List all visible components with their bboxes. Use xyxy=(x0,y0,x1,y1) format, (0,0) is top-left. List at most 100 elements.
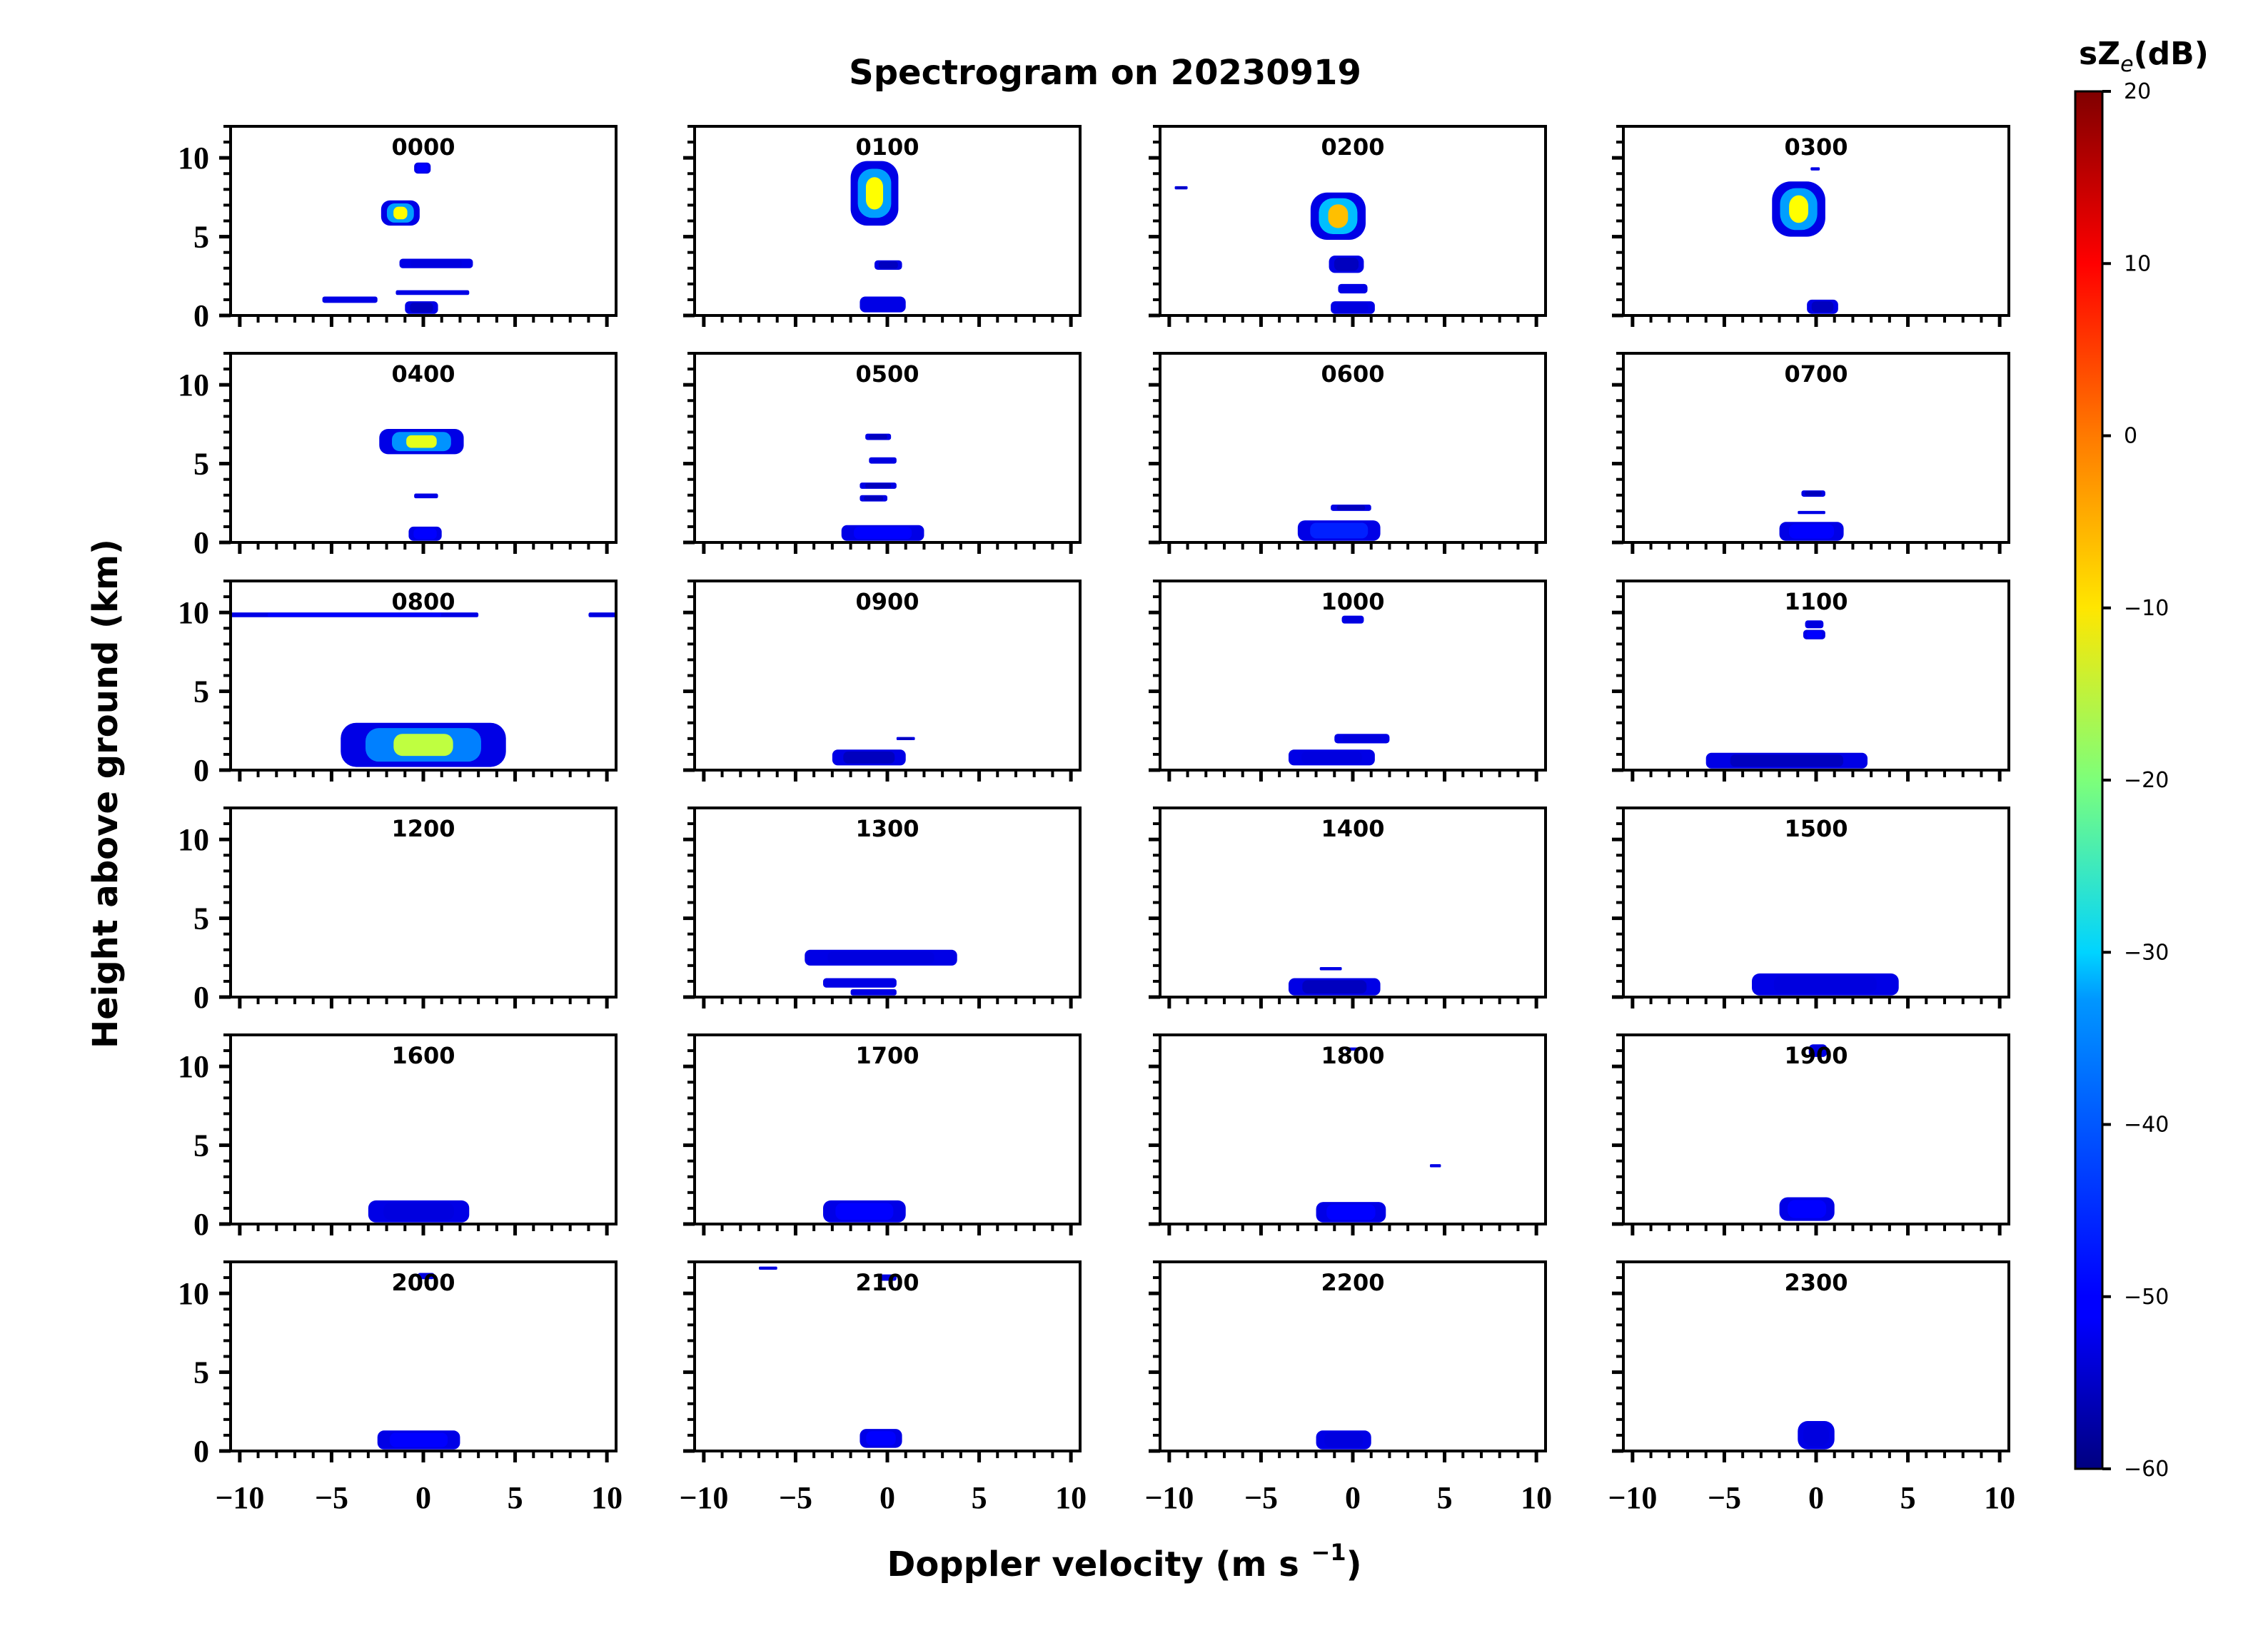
y-tick-label: 10 xyxy=(178,1276,209,1311)
panel-time-label: 0500 xyxy=(855,360,919,388)
echo-mid xyxy=(878,261,898,269)
panel-echoes xyxy=(823,1200,906,1223)
panel-time-label: 0000 xyxy=(391,133,455,161)
echo-mid xyxy=(882,1275,894,1280)
panel-time-label: 0700 xyxy=(1784,360,1848,388)
echo-mid xyxy=(1336,505,1366,510)
echo-mid xyxy=(1803,1424,1829,1447)
panel-background xyxy=(231,126,616,315)
echo xyxy=(322,296,378,303)
echo-mid xyxy=(1773,976,1877,994)
y-tick-label: 5 xyxy=(193,901,209,936)
panel-echoes xyxy=(1752,973,1899,996)
x-tick-label: 10 xyxy=(1984,1480,2015,1515)
panel-echoes xyxy=(841,433,924,541)
panel-echoes xyxy=(377,1273,460,1450)
panel-echoes xyxy=(1289,967,1381,996)
panel-0800: 0800 0 5 10 xyxy=(178,580,618,788)
echo-mid xyxy=(869,434,887,440)
panel-echoes xyxy=(1316,1047,1441,1223)
panel-time-label: 0900 xyxy=(855,588,919,615)
panel-1600: 1600 0 5 10 xyxy=(178,1033,618,1242)
panel-echoes xyxy=(368,1200,470,1223)
panel-0500: 0500 xyxy=(683,352,1082,554)
echo-mid xyxy=(268,612,442,617)
panel-echoes xyxy=(832,737,915,766)
y-tick-label: 0 xyxy=(193,525,209,560)
y-tick-label: 5 xyxy=(193,674,209,709)
y-tick-label: 0 xyxy=(193,1434,209,1469)
x-tick-label: 5 xyxy=(508,1480,523,1515)
panel-time-label: 0600 xyxy=(1321,360,1384,388)
panel-time-label: 0100 xyxy=(855,133,919,161)
panel-echoes xyxy=(759,1266,902,1448)
echo-mid xyxy=(1788,1200,1827,1218)
panel-time-label: 0400 xyxy=(391,360,455,388)
echo xyxy=(1338,283,1368,294)
echo-mid xyxy=(866,1431,896,1446)
panel-echoes xyxy=(1772,167,1838,314)
echo-mid xyxy=(827,951,934,964)
y-tick-label: 10 xyxy=(178,368,209,403)
panel-background xyxy=(1623,1035,2009,1224)
colorbar-tick-label: −60 xyxy=(2124,1457,2169,1482)
x-axis-label-close: ) xyxy=(1346,1544,1362,1584)
panel-echoes xyxy=(231,612,616,767)
colorbar-tick-label: 0 xyxy=(2124,424,2137,449)
y-tick-label: 5 xyxy=(193,1355,209,1390)
panel-time-label: 1600 xyxy=(391,1042,455,1069)
colorbar-tick-label: 20 xyxy=(2124,79,2151,104)
y-axis-label: Height above ground (km) xyxy=(86,539,126,1048)
echo-mid xyxy=(1302,980,1367,994)
panel-background xyxy=(231,808,616,997)
panel-echoes xyxy=(379,429,464,541)
colorbar-ticks: 20 10 0 −10 −20 −30 −40 −50 −60 xyxy=(2102,79,2169,1482)
echo-mid xyxy=(410,303,433,313)
y-tick-label: 10 xyxy=(178,1049,209,1084)
panel-background xyxy=(695,353,1080,542)
panel-0400: 0400 0 5 10 xyxy=(178,352,618,560)
echo xyxy=(1430,1164,1441,1168)
echo-mid xyxy=(593,612,613,617)
panel-time-label: 0300 xyxy=(1784,133,1848,161)
x-tick-label: −5 xyxy=(1708,1480,1741,1515)
colorbar-tick-label: −50 xyxy=(2124,1285,2169,1310)
panel-background xyxy=(695,1262,1080,1451)
colorbar-label-prefix: sZ xyxy=(2079,36,2120,72)
echo-mid xyxy=(835,1203,894,1220)
echo-mid xyxy=(1805,491,1822,496)
x-tick-label: 0 xyxy=(1345,1480,1361,1515)
panel-1700: 1700 xyxy=(683,1033,1082,1235)
echo-mid xyxy=(1808,621,1821,627)
x-tick-label: 0 xyxy=(1808,1480,1824,1515)
panel-time-label: 0800 xyxy=(391,588,455,615)
panel-1800: 1800 xyxy=(1149,1033,1547,1235)
panel-time-label: 2000 xyxy=(391,1269,455,1296)
panel-time-label: 2200 xyxy=(1321,1269,1384,1296)
panel-0100: 0100 xyxy=(683,125,1082,327)
panel-echoes xyxy=(850,161,906,313)
panel-background xyxy=(1623,581,2009,770)
colorbar-tick-label: −30 xyxy=(2124,940,2169,965)
chart-title: Spectrogram on 20230919 xyxy=(849,53,1361,93)
x-tick-label: −10 xyxy=(679,1480,728,1515)
echo-mid xyxy=(899,737,912,740)
echo-mid xyxy=(865,483,892,488)
y-tick-label: 10 xyxy=(178,595,209,630)
panel-background xyxy=(695,581,1080,770)
echo-mid xyxy=(1310,522,1369,539)
panel-echoes xyxy=(1289,615,1390,766)
x-tick-label: −10 xyxy=(215,1480,264,1515)
panel-time-label: 1900 xyxy=(1784,1042,1848,1069)
x-tick-label: −5 xyxy=(779,1480,812,1515)
x-tick-label: −10 xyxy=(1144,1480,1194,1515)
panel-1100: 1100 xyxy=(1612,580,2010,782)
panel-1900: 1900 xyxy=(1612,1033,2010,1235)
echo-core xyxy=(1789,195,1808,223)
colorbar-gradient xyxy=(2074,90,2104,1470)
echo-mid xyxy=(1806,631,1823,639)
x-tick-label: 5 xyxy=(972,1480,987,1515)
